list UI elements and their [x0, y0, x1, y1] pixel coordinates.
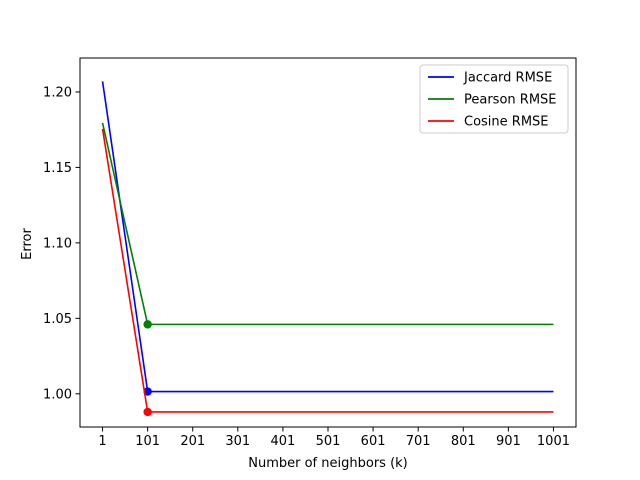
- legend-label: Pearson RMSE: [464, 93, 557, 108]
- y-tick-label: 1.00: [43, 387, 72, 402]
- x-tick-label: 1001: [537, 434, 570, 449]
- x-tick-label: 301: [225, 434, 250, 449]
- legend: Jaccard RMSE Pearson RMSE Cosine RMSE: [419, 64, 569, 134]
- y-tick-label: 1.10: [43, 236, 72, 251]
- series-line: [101, 128, 554, 413]
- series-marker: [143, 387, 152, 396]
- x-tick-label: 101: [135, 434, 160, 449]
- y-tick-label: 1.15: [43, 161, 72, 176]
- x-tick-label: 1: [98, 434, 106, 449]
- y-tick-label: 1.20: [43, 85, 72, 100]
- series-marker: [143, 320, 152, 329]
- y-axis: 1.00 1.05 1.10 1.15 1.20: [43, 85, 80, 402]
- legend-label: Cosine RMSE: [464, 115, 549, 130]
- series-marker: [143, 407, 152, 417]
- x-axis: 1 101 201 301 401 501 601 701 801 901 1001: [98, 427, 570, 449]
- x-tick-label: 901: [496, 434, 521, 449]
- series-1: [101, 81, 554, 396]
- x-tick-label: 601: [361, 434, 386, 449]
- x-tick-label: 201: [180, 434, 205, 449]
- series-line: [101, 122, 554, 326]
- series-line: [101, 81, 554, 393]
- legend-item: Jaccard RMSE: [428, 71, 552, 86]
- x-axis-label: Number of neighbors (k): [248, 456, 408, 471]
- legend-item: Pearson RMSE: [428, 93, 557, 108]
- series-group: [101, 81, 554, 417]
- x-tick-label: 401: [270, 434, 295, 449]
- series-2: [101, 122, 554, 329]
- legend-item: Cosine RMSE: [428, 115, 549, 130]
- x-tick-label: 701: [406, 434, 431, 449]
- x-tick-label: 801: [451, 434, 476, 449]
- y-axis-label: Error: [20, 228, 35, 260]
- y-tick-label: 1.05: [43, 312, 72, 327]
- series-3: [101, 128, 554, 417]
- legend-label: Jaccard RMSE: [463, 71, 552, 86]
- x-tick-label: 501: [316, 434, 341, 449]
- legend-box: [419, 64, 569, 134]
